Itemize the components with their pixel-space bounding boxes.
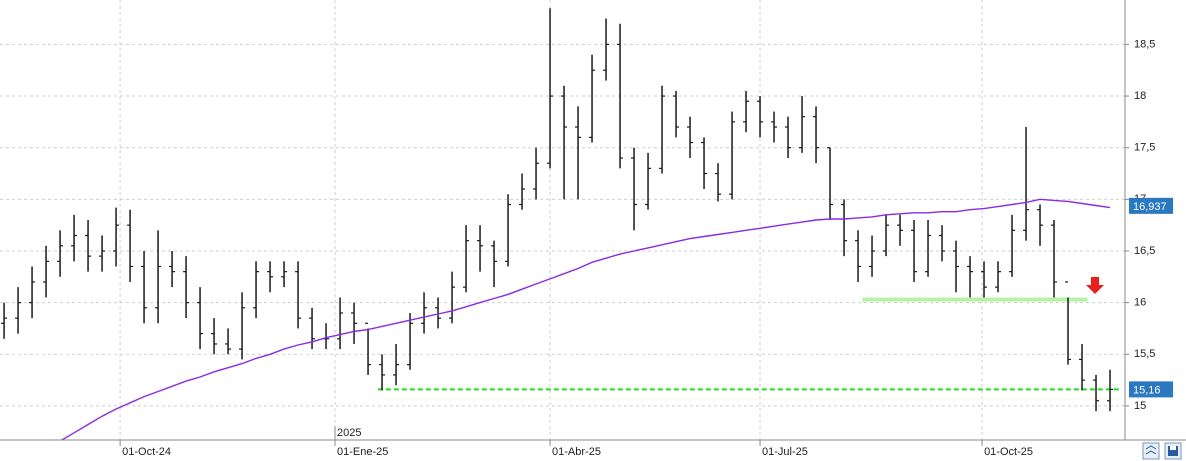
y-tick-label: 16 [1134,297,1146,309]
y-tick-label: 15,5 [1134,348,1155,360]
price-tag-label: 15,16 [1133,384,1161,396]
moving-average-line [60,198,1111,440]
plot-area [1,8,1120,440]
y-tick-label: 18,5 [1134,38,1155,50]
save-icon [1168,446,1178,456]
grid [0,0,1125,440]
y-tick-label: 17,5 [1134,142,1155,154]
price-tag-label: 16,937 [1133,201,1167,213]
price-tag: 16,937 [1129,197,1173,214]
price-tag-box [1129,197,1173,214]
y-tick-label: 16,5 [1134,245,1155,257]
x-tick-label: 01-Jul-25 [762,446,808,458]
save-icon-label [1170,446,1176,450]
down-arrow [1086,277,1104,294]
x-tick-label: 01-Abr-25 [552,446,601,458]
y-tick-label: 15 [1134,400,1146,412]
scroll-icon [1145,445,1157,455]
x-tick-label: 01-Oct-24 [122,446,171,458]
axes: 1515,51616,51717,51818,501-Oct-2401-Ene-… [119,38,1173,458]
year-label: 2025 [337,427,361,439]
price-tag-box [1129,381,1173,398]
x-tick-label: 01-Ene-25 [337,446,388,458]
price-tag: 15,16 [1129,381,1173,398]
x-tick-label: 01-Oct-25 [984,446,1033,458]
y-tick-label: 18 [1134,90,1146,102]
